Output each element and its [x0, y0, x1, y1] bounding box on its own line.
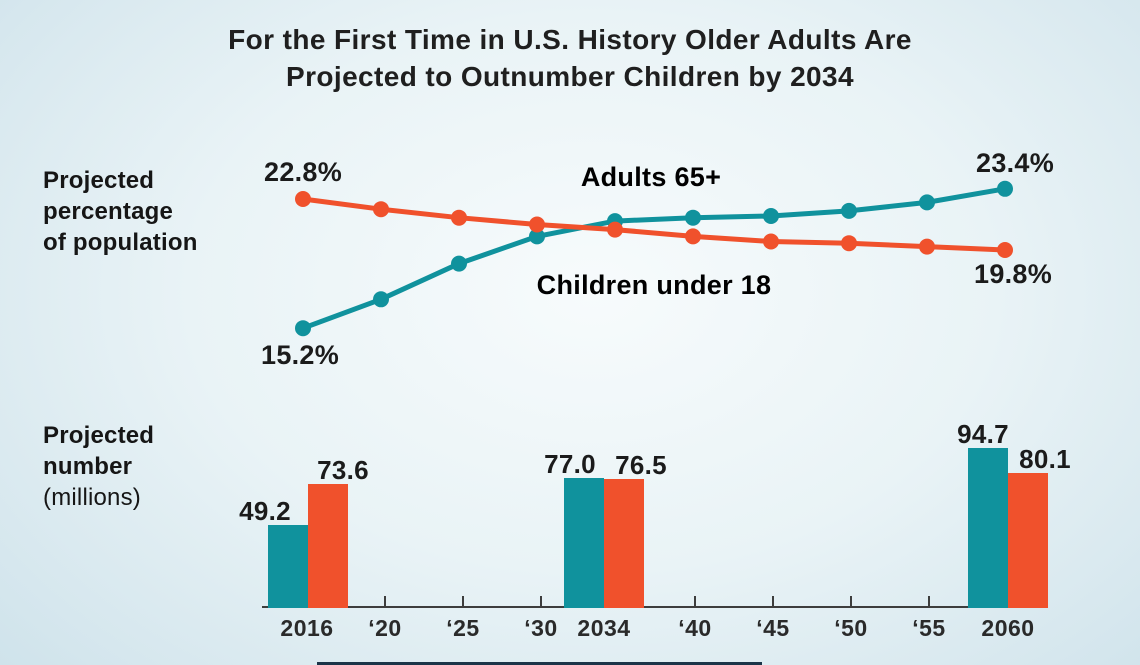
- data-point: [685, 228, 701, 245]
- bar-value-label: 80.1: [1019, 444, 1071, 474]
- data-point: [295, 320, 311, 337]
- bar-value-label: 77.0: [544, 449, 596, 479]
- bar-value-label: 73.6: [317, 455, 369, 485]
- tick-label-55: ‘55: [912, 615, 946, 641]
- chart-title-line2: Projected to Outnumber Children by 2034: [286, 61, 854, 92]
- tick-label-20: ‘20: [368, 615, 402, 641]
- tick-mark: [384, 596, 386, 606]
- tick-mark: [772, 596, 774, 606]
- data-point: [607, 221, 623, 238]
- line-series-adults: [302, 186, 1006, 331]
- bar-value-label: 94.7: [957, 419, 1009, 449]
- bar-2034-children: [604, 478, 644, 608]
- chart-title: For the First Time in U.S. History Older…: [0, 21, 1140, 95]
- data-point: [997, 242, 1013, 258]
- tick-label-25: ‘25: [446, 615, 480, 641]
- chart-title-line1: For the First Time in U.S. History Older…: [228, 24, 912, 55]
- data-point: [373, 201, 389, 218]
- data-point: [451, 255, 467, 272]
- data-point: [997, 180, 1013, 197]
- tick-mark: [928, 596, 930, 606]
- line-chart-axis-title: Projected percentage of population: [43, 167, 198, 256]
- x-axis-line: [262, 606, 1048, 608]
- children-series-label: Children under 18: [536, 270, 772, 300]
- footer-strip: [317, 662, 762, 665]
- data-point: [919, 194, 935, 211]
- adults-end-value-label: 23.4%: [976, 148, 1055, 178]
- tick-label-50: ‘50: [834, 615, 868, 641]
- data-point: [529, 216, 545, 233]
- tick-label-2060: 2060: [981, 615, 1035, 641]
- data-point: [841, 235, 857, 252]
- tick-mark: [850, 596, 852, 606]
- data-point: [763, 208, 779, 224]
- data-point: [451, 209, 467, 226]
- tick-mark: [694, 596, 696, 606]
- data-point: [373, 291, 389, 308]
- bar-2016-adults: [268, 524, 308, 608]
- data-point: [919, 238, 935, 255]
- line-series-children: [302, 196, 1006, 253]
- tick-label-40: ‘40: [678, 615, 712, 641]
- bar-2060-adults: [968, 448, 1008, 608]
- tick-label-30: ‘30: [524, 615, 558, 641]
- tick-label-45: ‘45: [756, 615, 790, 641]
- tick-mark: [540, 596, 542, 606]
- data-point: [529, 228, 545, 245]
- adults-start-value-label: 15.2%: [261, 340, 340, 370]
- tick-mark: [462, 596, 464, 606]
- data-point: [841, 202, 857, 219]
- children-end-value-label: 19.8%: [974, 259, 1053, 289]
- bar-2034-adults: [564, 477, 604, 608]
- bar-2060-children: [1008, 472, 1048, 608]
- children-start-value-label: 22.8%: [264, 157, 343, 187]
- tick-label-2034: 2034: [577, 615, 631, 641]
- data-point: [685, 209, 701, 226]
- tick-label-2016: 2016: [280, 615, 334, 641]
- data-point: [295, 191, 311, 207]
- adults-series-label: Adults 65+: [580, 162, 722, 192]
- data-point: [763, 233, 779, 250]
- bar-value-label: 76.5: [615, 450, 667, 480]
- bar-chart-axis-title: Projected number (millions): [43, 422, 155, 511]
- bar-2016-children: [308, 483, 348, 608]
- bar-value-label: 49.2: [239, 496, 291, 526]
